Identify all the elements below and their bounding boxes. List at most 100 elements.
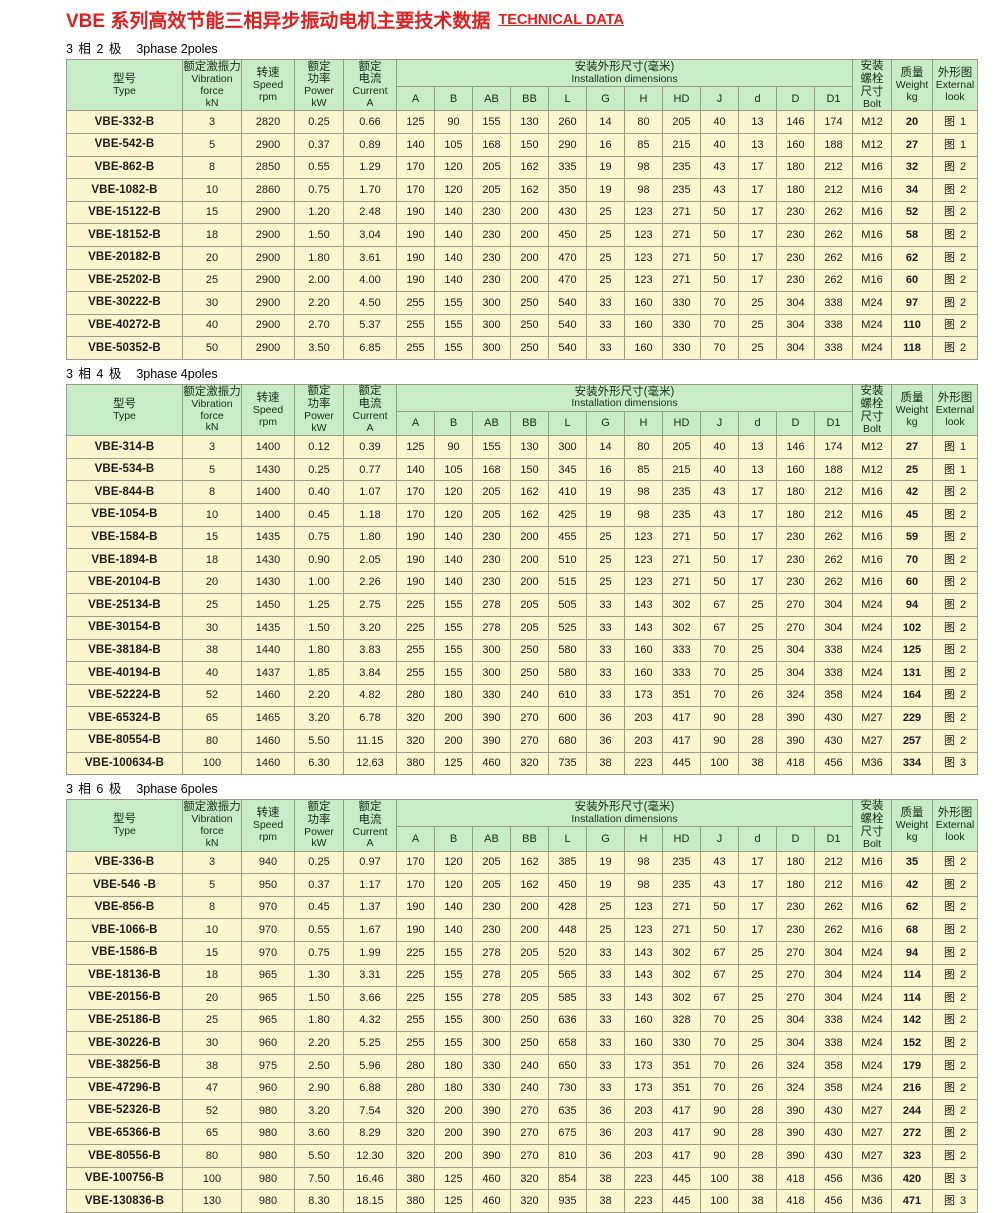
cell-type: VBE-52224-B — [66, 683, 183, 708]
cell-dim-d: 17 — [738, 245, 777, 270]
cell-dim-BB: 205 — [510, 616, 549, 640]
cell-dim-BB: 162 — [510, 480, 549, 505]
cell-dim-G: 38 — [586, 751, 625, 776]
cell-dim-H: 85 — [624, 132, 663, 157]
cell-dim-G: 19 — [586, 178, 625, 202]
cell-dim-G: 33 — [586, 593, 625, 618]
cell-dim-d: 25 — [738, 963, 777, 988]
cell-dim-d: 25 — [738, 986, 777, 1010]
cell-current: 0.89 — [343, 132, 397, 157]
cell-type: VBE-20182-B — [66, 245, 183, 270]
figure-number: 2 — [959, 1036, 967, 1049]
cell-power: 3.20 — [294, 706, 344, 730]
cell-dim-L: 650 — [548, 1053, 587, 1078]
figure-label: 图 — [943, 251, 955, 264]
cell-power: 1.30 — [294, 963, 344, 988]
cell-speed: 1440 — [241, 638, 295, 663]
cell-weight: 152 — [891, 1031, 933, 1055]
table-row: VBE-100634-B 100 1460 6.30 12.63 380 125 460 320… — [66, 751, 978, 776]
cell-dim-H: 143 — [624, 593, 663, 618]
cell-dim-D: 230 — [776, 895, 815, 920]
cell-dim-B: 120 — [434, 850, 473, 875]
figure-number: 3 — [959, 1172, 967, 1185]
figure-number: 2 — [959, 644, 967, 657]
cell-dim-J: 67 — [700, 963, 739, 988]
cell-vibration-force: 10 — [182, 503, 242, 527]
cell-dim-D1: 358 — [814, 1053, 853, 1078]
table-row: VBE-40272-B 40 2900 2.70 5.37 255 155 300 250 540… — [66, 313, 978, 338]
cell-dim-J: 50 — [700, 918, 739, 942]
cell-dim-HD: 330 — [662, 336, 701, 360]
figure-label: 图 — [943, 576, 955, 589]
figure-label: 图 — [943, 553, 955, 566]
cell-dim-G: 38 — [586, 1189, 625, 1213]
col-header-dim-J: J — [700, 410, 739, 437]
cell-bolt: M16 — [852, 850, 892, 875]
cell-dim-B: 155 — [434, 963, 473, 988]
cell-dim-d: 17 — [738, 918, 777, 942]
cell-bolt: M16 — [852, 245, 892, 270]
col-header-dim-D: D — [776, 85, 815, 112]
cell-bolt: M12 — [852, 132, 892, 157]
cell-speed: 1430 — [241, 570, 295, 595]
cell-dim-H: 123 — [624, 918, 663, 942]
figure-number: 2 — [959, 923, 967, 936]
table-row: VBE-40194-B 40 1437 1.85 3.84 255 155 300 250 580… — [66, 661, 978, 685]
cell-dim-A: 225 — [396, 986, 435, 1010]
section-label: 3 相 2 极 3phase 2poles — [0, 38, 1000, 57]
cell-weight: 68 — [891, 918, 933, 942]
cell-dim-D1: 304 — [814, 940, 853, 965]
cell-type: VBE-130836-B — [66, 1189, 183, 1213]
cell-dim-HD: 417 — [662, 1144, 701, 1168]
cell-vibration-force: 40 — [182, 661, 242, 685]
cell-dim-J: 43 — [700, 155, 739, 180]
cell-dim-d: 38 — [738, 1166, 777, 1191]
cell-dim-G: 36 — [586, 706, 625, 730]
cell-dim-G: 36 — [586, 1099, 625, 1123]
cell-speed: 950 — [241, 873, 295, 897]
cell-type: VBE-332-B — [66, 110, 183, 134]
cell-dim-B: 140 — [434, 245, 473, 270]
table-row: VBE-20156-B 20 965 1.50 3.66 225 155 278 205 585 3… — [66, 986, 978, 1010]
cell-dim-d: 17 — [738, 570, 777, 595]
cell-bolt: M36 — [852, 1189, 892, 1213]
cell-dim-H: 173 — [624, 683, 663, 708]
cell-dim-A: 170 — [396, 480, 435, 505]
cell-dim-B: 120 — [434, 503, 473, 527]
cell-power: 0.37 — [294, 132, 344, 157]
cell-dim-BB: 162 — [510, 873, 549, 897]
figure-label: 图 — [943, 923, 955, 936]
table-row: VBE-1584-B 15 1435 0.75 1.80 190 140 230 200 455 2… — [66, 525, 978, 550]
cell-dim-d: 17 — [738, 873, 777, 897]
cell-dim-D1: 358 — [814, 1076, 853, 1101]
cell-current: 0.39 — [343, 435, 397, 459]
cell-weight: 334 — [891, 751, 933, 776]
page-title-en: TECHNICAL DATA — [498, 11, 625, 28]
col-header-dim-BB: BB — [510, 410, 549, 437]
cell-dim-A: 380 — [396, 1166, 435, 1191]
cell-dim-D1: 304 — [814, 963, 853, 988]
cell-dim-B: 155 — [434, 940, 473, 965]
cell-dim-D1: 262 — [814, 570, 853, 595]
col-header-installation-dimensions: 安装外形尺寸(毫米) Installation dimensions — [396, 59, 853, 87]
cell-weight: 471 — [891, 1189, 933, 1213]
cell-type: VBE-30154-B — [66, 616, 183, 640]
cell-dim-HD: 271 — [662, 245, 701, 270]
cell-bolt: M16 — [852, 895, 892, 920]
cell-dim-B: 105 — [434, 132, 473, 157]
cell-dim-HD: 302 — [662, 963, 701, 988]
cell-vibration-force: 38 — [182, 1053, 242, 1078]
cell-weight: 125 — [891, 638, 933, 663]
cell-dim-L: 680 — [548, 729, 587, 753]
cell-dim-G: 33 — [586, 1031, 625, 1055]
cell-dim-AB: 330 — [472, 683, 511, 708]
cell-dim-A: 190 — [396, 268, 435, 293]
cell-power: 0.12 — [294, 435, 344, 459]
cell-dim-J: 67 — [700, 593, 739, 618]
cell-vibration-force: 100 — [182, 1166, 242, 1191]
cell-dim-D: 270 — [776, 593, 815, 618]
cell-dim-L: 580 — [548, 638, 587, 663]
